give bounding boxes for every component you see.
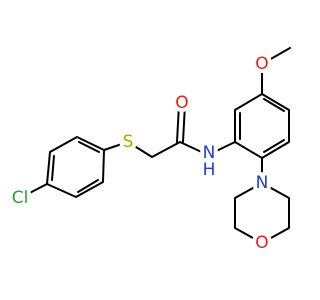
atom-label: Cl [12, 188, 29, 208]
bond-chain [127, 141, 209, 158]
atom-label: N [203, 143, 216, 163]
atom-labels: Cl S O N H O N O [8, 50, 273, 257]
bond [207, 141, 236, 156]
atom-label: O [255, 233, 268, 253]
bond [19, 183, 48, 199]
benzene-ring [46, 136, 105, 198]
atom-label: S [123, 132, 134, 152]
double-bond [263, 139, 285, 153]
atom-label: N [256, 173, 269, 193]
bonds [19, 47, 291, 244]
double-bond [78, 141, 100, 153]
morpholine-ring [234, 182, 290, 244]
atom-label: O [175, 93, 188, 113]
atom-label: H [203, 160, 216, 180]
double-bond [51, 155, 55, 181]
benzene-ring [234, 93, 290, 159]
bond [103, 141, 129, 151]
atom-label: O [255, 54, 268, 74]
double-bond [176, 103, 180, 143]
double-bond [77, 179, 99, 193]
molecule-diagram: Cl S O N H O N O [8, 47, 291, 257]
double-bond [182, 103, 186, 143]
double-bond [263, 98, 285, 112]
bond [261, 47, 291, 65]
